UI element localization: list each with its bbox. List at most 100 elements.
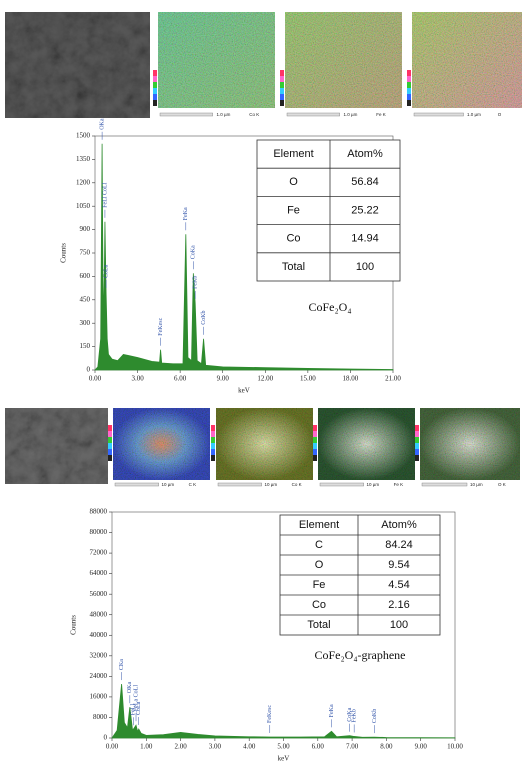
color-scale [313,425,317,431]
element-label: O K [498,482,506,487]
peak-label: FeKesc [267,705,273,723]
element-label: O [498,112,502,117]
y-tick-label: 40000 [90,631,108,639]
color-scale [153,94,157,100]
map-image [412,12,522,108]
spectrum [111,684,456,739]
color-scale [415,425,419,431]
table-cell: 100 [356,261,374,273]
scale-bar [421,482,468,487]
map-image [285,12,402,108]
peak-label: FeLl CoLl [102,182,108,207]
peak-label: CoKa [347,707,353,721]
color-scale [407,76,411,82]
x-tick-label: 6.00 [174,375,187,383]
x-tick-label: 2.00 [174,743,187,751]
formula-label: CoFe₂O₄ [308,300,351,314]
y-tick-label: 48000 [90,610,108,618]
table-cell: 25.22 [351,204,379,216]
x-tick-label: 21.00 [385,375,401,383]
y-tick-label: 88000 [90,508,108,516]
table-border [256,139,401,282]
sem-image [5,12,150,118]
sem-image [5,408,108,484]
scale-label: 10 µm [265,482,278,487]
peak-label: CoKb [372,709,378,723]
color-scale [280,88,284,94]
y-tick-label: 80000 [90,528,108,536]
table-header: Element [299,519,339,531]
color-scale [280,82,284,88]
peak-label: FeKa [183,207,189,220]
scale-bar [114,482,159,487]
x-tick-label: 1.00 [140,743,153,751]
table-header: Element [273,148,313,160]
peak-label: FeKb [352,709,358,722]
peak-label: CoLa [103,264,109,278]
table-cell: Total [307,619,330,631]
color-scale [211,425,215,431]
element-label: Co K [292,482,302,487]
x-axis-label: keV [278,755,290,763]
table-cell: O [289,176,298,188]
table-cell: Fe [313,579,326,591]
color-scale [415,431,419,437]
color-scale [153,82,157,88]
spectrum [94,143,394,371]
table-cell: 84.24 [385,539,413,551]
y-tick-label: 600 [80,272,91,280]
y-tick-label: 72000 [90,549,108,557]
x-tick-label: 9.00 [415,743,428,751]
element-label: Fe K [376,112,386,117]
y-tick-label: 16000 [90,693,108,701]
map-image [113,408,210,480]
peak-label: CKa [119,659,125,670]
table-cell: 4.54 [388,579,409,591]
x-tick-label: 4.00 [243,743,256,751]
element-label: C K [189,482,197,487]
y-tick-label: 1200 [76,178,91,186]
color-scale [280,76,284,82]
table-cell: C [315,539,323,551]
color-scale [415,449,419,455]
color-scale [280,70,284,76]
x-tick-label: 3.00 [131,375,144,383]
color-scale [108,431,112,437]
scale-bar [319,482,364,487]
color-scale [108,443,112,449]
color-scale [280,94,284,100]
y-tick-label: 56000 [90,590,108,598]
color-scale [407,100,411,106]
y-tick-label: 0 [87,366,91,374]
peak-label: FeKa [329,704,335,717]
x-tick-label: 0.00 [89,375,102,383]
peak-label: CoLa [136,701,142,715]
table-cell: Co [286,233,300,245]
y-tick-label: 1350 [76,155,91,163]
peak-label: FeLa CoLl [133,685,139,711]
table-cell: Fe [287,204,300,216]
color-scale [153,100,157,106]
y-tick-label: 450 [80,295,91,303]
x-tick-label: 10.00 [447,743,463,751]
color-scale [211,431,215,437]
color-scale [211,455,215,461]
color-scale [313,443,317,449]
x-tick-label: 18.00 [343,375,359,383]
x-tick-label: 6.00 [312,743,325,751]
table-cell: 100 [390,619,408,631]
color-scale [313,455,317,461]
map-image [420,408,520,480]
color-scale [415,443,419,449]
formula-label: CoFe₂O₄-graphene [314,648,405,662]
peak-label: FeKb [193,276,199,289]
peak-label: FeLl [131,704,137,716]
scale-label: 1.0 µm [217,112,231,117]
x-tick-label: 3.00 [209,743,222,751]
table-header: Atom% [347,148,383,160]
map-image [158,12,275,108]
color-scale [415,455,419,461]
color-scale [153,70,157,76]
peak-label: OKa [127,682,133,694]
